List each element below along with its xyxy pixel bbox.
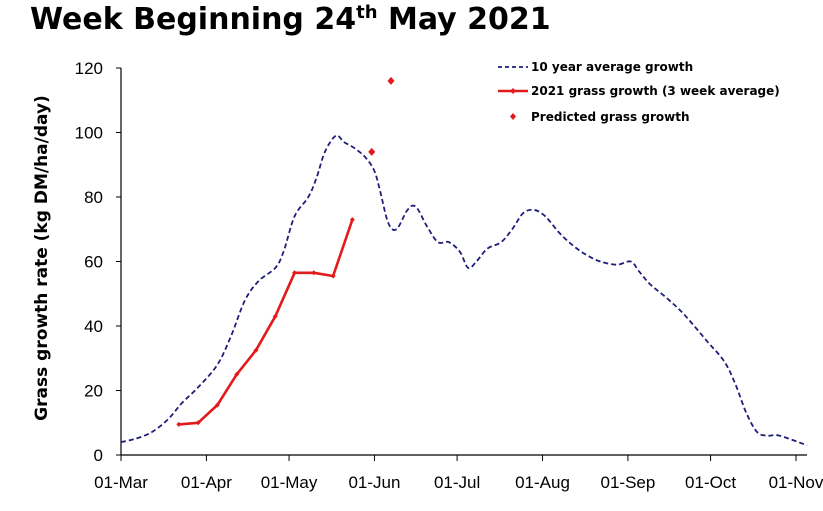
legend-label-predicted: Predicted grass growth [531,110,690,124]
legend-label-average: 10 year average growth [531,60,693,74]
data-point-predicted [387,76,395,85]
chart-title: Week Beginning 24th May 2021 [30,2,551,37]
data-point-predicted [368,147,376,156]
y-tick-label: 0 [94,446,103,465]
data-point-2021 [272,313,278,319]
series-group [120,76,808,447]
data-point-2021 [234,371,240,377]
legend-label-2021: 2021 grass growth (3 week average) [531,84,780,98]
data-point-2021 [195,420,201,426]
x-tick-label: 01-Aug [515,473,570,492]
data-point-2021 [292,270,298,276]
x-tick-label: 01-May [261,473,318,492]
y-ticks: 0 20 40 60 80 100 120 [75,59,121,465]
data-point-2021 [349,217,355,223]
y-tick-label: 80 [84,188,103,207]
x-tick-label: 01-Jun [348,473,400,492]
x-ticks: 01-Mar 01-Apr 01-May 01-Jun 01-Jul 01-Aug 01-S… [94,455,823,492]
x-tick-label: 01-Jul [434,473,480,492]
y-tick-label: 100 [75,124,103,143]
x-tick-label: 01-Oct [685,473,736,492]
data-point-2021 [311,270,317,276]
legend-marker-2021 [510,88,516,94]
x-tick-label: 01-Mar [94,473,148,492]
title-main: Week Beginning 24 [30,2,357,37]
y-tick-label: 60 [84,253,103,272]
y-axis-label: Grass growth rate (kg DM/ha/day) [32,95,52,421]
x-tick-label: 01-Sep [601,473,656,492]
data-point-2021 [214,402,220,408]
title-superscript: th [356,2,378,23]
y-tick-label: 20 [84,382,103,401]
y-tick-label: 40 [84,317,103,336]
legend-marker-predicted [510,113,516,120]
title-end: May 2021 [377,2,551,37]
data-point-2021 [330,273,336,279]
legend: 10 year average growth 2021 grass growth… [498,60,780,124]
series-line-10-year-average [120,134,808,447]
series-line-2021-growth [178,219,354,426]
x-tick-label: 01-Apr [181,473,232,492]
y-tick-label: 120 [75,59,103,78]
x-tick-label: 01-Nov [769,473,823,492]
data-point-2021 [253,347,259,353]
data-point-2021 [176,421,182,427]
